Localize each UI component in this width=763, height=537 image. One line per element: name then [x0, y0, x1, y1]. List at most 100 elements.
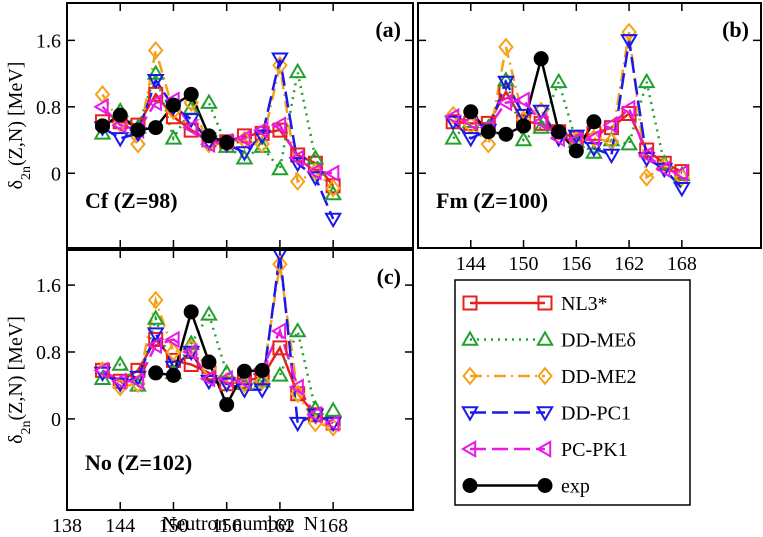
marker	[270, 322, 287, 340]
legend-label: NL3*	[561, 293, 608, 315]
legend-marker	[462, 478, 478, 493]
marker	[533, 51, 549, 67]
legend-label: DD-MEδ	[561, 330, 636, 352]
marker	[93, 361, 109, 380]
y-tick-label: 0.8	[36, 97, 61, 119]
x-tick-label: 162	[265, 515, 295, 537]
y-tick-label: 1.6	[36, 275, 61, 297]
marker	[111, 355, 130, 371]
x-tick-label: 150	[509, 253, 539, 275]
series-line	[101, 264, 334, 429]
panel-label: (a)	[375, 17, 401, 42]
marker	[497, 71, 515, 87]
marker	[602, 116, 618, 134]
marker	[165, 342, 182, 362]
marker	[514, 91, 530, 110]
y-axis-label: δ2n(Z,N) [MeV]	[5, 316, 34, 444]
marker	[532, 104, 551, 121]
marker	[146, 64, 165, 80]
marker	[272, 250, 288, 263]
legend-marker	[537, 295, 553, 311]
marker	[637, 146, 653, 164]
marker	[236, 363, 252, 379]
legend-marker	[462, 295, 478, 311]
legend-box	[454, 279, 691, 506]
x-tick-label: 156	[212, 515, 242, 537]
marker	[445, 114, 461, 130]
marker	[584, 129, 601, 148]
y-tick-label: 0	[51, 409, 61, 431]
legend-label: exp	[561, 476, 590, 498]
marker	[619, 99, 636, 118]
marker	[288, 416, 307, 433]
series-line	[452, 98, 683, 175]
plot-area	[93, 40, 343, 229]
plot-area	[444, 22, 691, 198]
marker	[254, 134, 270, 154]
marker	[621, 105, 637, 121]
marker	[146, 93, 162, 112]
x-tick-label: 150	[158, 515, 188, 537]
marker	[514, 108, 533, 125]
marker	[147, 40, 164, 60]
legend-marker	[461, 406, 479, 422]
marker	[217, 369, 233, 388]
marker	[183, 86, 199, 102]
marker	[324, 212, 343, 229]
legend-marker	[461, 330, 479, 346]
y-axis-label: δ2n(Z,N) [MeV]	[5, 62, 34, 190]
marker	[128, 372, 145, 391]
marker	[444, 107, 460, 126]
marker	[324, 401, 343, 417]
marker	[94, 118, 110, 134]
marker	[182, 118, 198, 137]
marker	[549, 72, 568, 89]
marker	[463, 104, 479, 120]
annotation: No (Z=102)	[85, 450, 192, 475]
marker	[498, 37, 514, 57]
marker	[272, 340, 288, 356]
panel-label: (c)	[377, 264, 401, 289]
marker	[568, 143, 584, 159]
y-tick-label: 0	[51, 163, 61, 185]
marker	[93, 97, 109, 116]
marker	[164, 129, 183, 145]
x-tick-label: 138	[52, 515, 82, 537]
y-label-symbol: δ	[5, 434, 27, 443]
marker	[148, 331, 164, 347]
marker	[111, 377, 130, 393]
x-tick-label: 168	[318, 515, 348, 537]
legend-label: PC-PK1	[561, 439, 628, 461]
marker	[235, 146, 254, 162]
y-label-symbol: δ	[5, 180, 27, 189]
marker	[672, 182, 691, 198]
marker	[183, 304, 199, 320]
marker	[271, 159, 289, 176]
marker	[637, 152, 656, 168]
marker	[638, 168, 655, 187]
marker	[93, 366, 112, 383]
legend-marker	[536, 406, 554, 422]
y-label-rest: (Z,N) [MeV]	[5, 62, 27, 166]
marker	[147, 290, 164, 310]
marker	[201, 354, 217, 370]
marker	[146, 336, 162, 355]
marker	[148, 365, 164, 381]
x-tick-label: 162	[614, 253, 644, 275]
marker	[148, 120, 164, 136]
marker	[200, 375, 218, 391]
frame	[66, 249, 414, 511]
marker	[146, 309, 165, 325]
marker	[270, 116, 287, 134]
marker	[271, 366, 289, 382]
marker	[200, 93, 218, 109]
marker	[288, 378, 304, 396]
marker	[516, 118, 532, 134]
panel-label: (b)	[722, 17, 749, 42]
marker	[672, 164, 689, 183]
legend-label: DD-PC1	[561, 403, 631, 425]
marker	[461, 132, 480, 148]
marker	[272, 55, 288, 75]
x-tick-label: 144	[456, 253, 486, 275]
marker	[325, 178, 341, 198]
